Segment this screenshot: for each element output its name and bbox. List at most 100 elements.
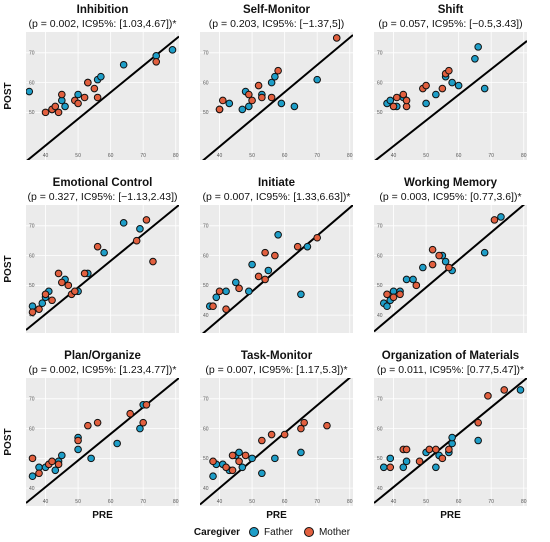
point-mother bbox=[241, 451, 250, 460]
panel-title: Working Memory bbox=[404, 177, 498, 189]
x-tick-label: 40 bbox=[391, 499, 397, 505]
point-father bbox=[119, 219, 128, 227]
x-tick-label: 50 bbox=[249, 153, 255, 159]
y-axis-title: POST bbox=[3, 255, 14, 282]
y-tick-label: 40 bbox=[377, 486, 383, 492]
point-mother bbox=[490, 216, 499, 224]
y-tick-label: 40 bbox=[203, 486, 209, 492]
point-mother bbox=[274, 66, 282, 75]
point-father bbox=[474, 436, 482, 445]
point-father bbox=[26, 87, 34, 96]
point-mother bbox=[267, 430, 276, 439]
panel-subtitle: (p = 0.203, IC95%: [−1.37,5]) bbox=[209, 18, 344, 30]
point-mother bbox=[35, 469, 43, 478]
point-mother bbox=[41, 108, 50, 117]
point-father bbox=[212, 293, 221, 302]
point-father bbox=[277, 99, 286, 108]
point-father bbox=[271, 454, 279, 463]
legend-father-label: Father bbox=[264, 526, 293, 538]
point-father bbox=[113, 439, 121, 448]
point-mother bbox=[80, 269, 89, 278]
point-mother bbox=[235, 457, 243, 466]
point-father bbox=[379, 463, 388, 472]
x-tick-label: 40 bbox=[217, 153, 223, 159]
x-tick-label: 70 bbox=[140, 153, 146, 159]
point-mother bbox=[48, 296, 56, 305]
point-father bbox=[419, 263, 427, 272]
point-father bbox=[516, 386, 525, 394]
point-mother bbox=[215, 105, 224, 114]
point-father bbox=[51, 466, 60, 475]
panel-subtitle: (p = 0.003, IC95%: [0.77,3.6])* bbox=[379, 191, 521, 203]
point-mother bbox=[261, 248, 269, 257]
point-father bbox=[61, 102, 69, 111]
point-mother bbox=[402, 96, 411, 105]
y-tick-label: 60 bbox=[377, 80, 383, 86]
x-tick-label: 40 bbox=[43, 153, 49, 159]
point-mother bbox=[248, 96, 256, 105]
y-tick-label: 70 bbox=[203, 224, 209, 230]
x-tick-label: 60 bbox=[282, 153, 288, 159]
point-mother bbox=[93, 418, 102, 427]
point-mother bbox=[261, 275, 269, 284]
y-tick-label: 60 bbox=[29, 253, 35, 259]
point-mother bbox=[48, 457, 56, 466]
legend-father-swatch bbox=[249, 527, 260, 537]
point-mother bbox=[90, 84, 99, 93]
panel-organization-of-materials: Organization of Materials (p = 0.011, IC9… bbox=[374, 350, 527, 521]
point-father bbox=[222, 287, 230, 296]
point-mother bbox=[445, 445, 453, 454]
point-mother bbox=[267, 93, 276, 102]
point-mother bbox=[435, 251, 443, 260]
point-mother bbox=[484, 392, 492, 400]
point-father bbox=[168, 46, 177, 54]
x-tick-label: 80 bbox=[173, 153, 179, 159]
point-father bbox=[245, 287, 253, 296]
point-father bbox=[235, 448, 243, 457]
plot-background bbox=[200, 378, 353, 506]
y-tick-label: 60 bbox=[29, 426, 35, 432]
point-mother bbox=[402, 445, 411, 454]
panel-subtitle: (p = 0.007, IC95%: [1.33,6.63])* bbox=[203, 191, 351, 203]
panel-title: Organization of Materials bbox=[382, 350, 519, 362]
point-father bbox=[313, 75, 321, 84]
point-mother bbox=[215, 287, 224, 296]
x-tick-label: 80 bbox=[173, 499, 179, 505]
point-mother bbox=[139, 418, 147, 427]
y-tick-label: 50 bbox=[203, 110, 209, 116]
y-tick-label: 70 bbox=[377, 224, 383, 230]
regression-line bbox=[201, 205, 353, 333]
point-mother bbox=[84, 78, 92, 87]
point-mother bbox=[209, 457, 217, 466]
point-mother bbox=[58, 278, 66, 287]
point-mother bbox=[389, 102, 398, 111]
point-mother bbox=[425, 445, 434, 454]
point-mother bbox=[428, 245, 437, 254]
y-tick-label: 50 bbox=[377, 283, 383, 289]
x-tick-label: 70 bbox=[314, 499, 320, 505]
plot-background bbox=[26, 32, 179, 160]
point-mother bbox=[258, 93, 266, 102]
point-father bbox=[399, 463, 408, 472]
point-father bbox=[454, 81, 463, 90]
legend: Caregiver Father Mother bbox=[0, 524, 550, 540]
point-mother bbox=[35, 305, 43, 313]
point-mother bbox=[149, 257, 157, 266]
x-tick-label: 60 bbox=[108, 153, 114, 159]
panel-subtitle: (p = 0.002, IC95%: [1.03,4.67])* bbox=[29, 18, 177, 30]
legend-mother-swatch bbox=[303, 527, 314, 537]
panel-subtitle: (p = 0.007, IC95%: [1.17,5.3])* bbox=[205, 364, 347, 376]
point-mother bbox=[422, 81, 430, 90]
x-tick-label: 60 bbox=[108, 499, 114, 505]
y-tick-label: 70 bbox=[29, 51, 35, 57]
point-mother bbox=[280, 430, 289, 439]
point-mother bbox=[58, 90, 66, 99]
point-father bbox=[245, 102, 253, 111]
x-tick-label: 60 bbox=[282, 499, 288, 505]
y-axis-title: POST bbox=[3, 428, 14, 455]
point-mother bbox=[412, 281, 421, 290]
point-father bbox=[87, 454, 95, 463]
point-father bbox=[136, 225, 144, 233]
point-father bbox=[271, 72, 279, 81]
y-tick-label: 70 bbox=[377, 51, 383, 57]
